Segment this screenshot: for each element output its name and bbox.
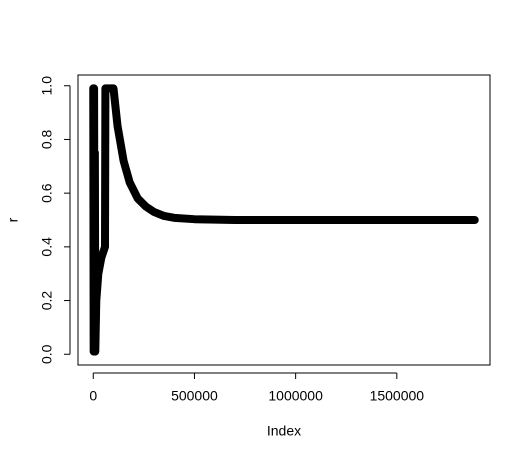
y-tick-label: 0.4 [39,237,55,257]
x-axis-label: Index [267,423,301,439]
x-tick-label: 0 [89,388,97,404]
y-tick-label: 1.0 [39,76,55,96]
y-tick-label: 0.2 [39,291,55,311]
data-line [89,84,479,356]
plot-box [77,74,491,366]
y-tick-label: 0.8 [39,130,55,150]
y-tick-label: 0.0 [39,344,55,364]
y-axis-label: r [5,217,21,222]
y-tick-label: 0.6 [39,183,55,203]
x-tick-label: 500000 [171,388,218,404]
x-tick-label: 1000000 [268,388,323,404]
x-tick-label: 1500000 [370,388,425,404]
